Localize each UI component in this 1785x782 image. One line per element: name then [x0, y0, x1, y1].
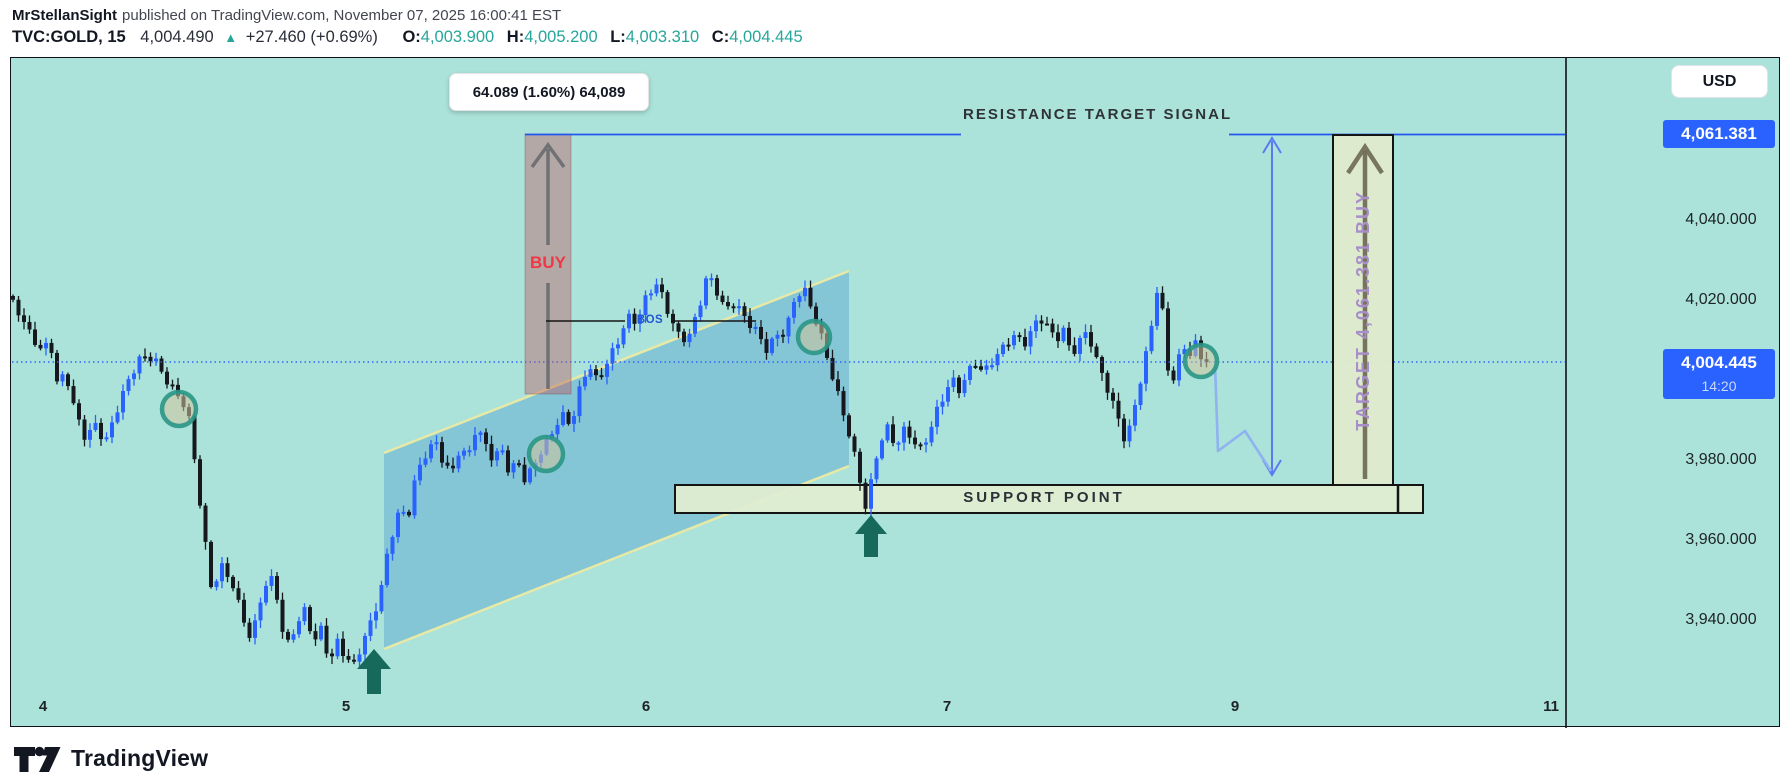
high-label: H: — [506, 28, 525, 46]
byline: MrStellanSight published on TradingView.c… — [12, 7, 561, 24]
close-value: 4,004.445 — [729, 28, 803, 46]
time-axis-tick: 11 — [1543, 698, 1559, 715]
time-axis-tick: 7 — [942, 698, 952, 715]
circle-marker[interactable] — [795, 318, 833, 356]
circle-marker[interactable] — [1182, 342, 1220, 380]
symbol-line: TVC:GOLD, 15 4,004.490 ▲ +27.460 (+0.69%… — [12, 28, 803, 47]
symbol-interval: TVC:GOLD, 15 — [12, 28, 126, 46]
byline-text: published on TradingView.com, November 0… — [122, 7, 562, 24]
green-up-arrow[interactable] — [855, 515, 887, 557]
price-axis-tick: 3,960.000 — [1685, 531, 1757, 548]
target-arrow-head — [1346, 142, 1384, 175]
support-point-label: SUPPORT POINT — [963, 489, 1125, 506]
price-axis-tick: 3,980.000 — [1685, 451, 1757, 468]
forecast-zigzag[interactable] — [1213, 363, 1273, 472]
price-axis-tick: 4,020.000 — [1685, 291, 1757, 308]
resistance-target-signal-label: RESISTANCE TARGET SIGNAL — [963, 106, 1233, 123]
support-zone-box[interactable] — [674, 484, 1424, 514]
green-up-arrow[interactable] — [357, 649, 391, 694]
low-label: L: — [610, 28, 626, 46]
target-buy-vertical-label: TARGET 4,061.381 BUY — [1352, 189, 1373, 431]
high-value: 4,005.200 — [524, 28, 598, 46]
last-price-tag[interactable]: 4,004.445 14:20 — [1663, 349, 1775, 399]
footer: TradingView — [12, 738, 208, 778]
author-name: MrStellanSight — [12, 7, 118, 24]
tradingview-logo-icon[interactable] — [12, 742, 62, 774]
price-change: +27.460 (+0.69%) — [245, 28, 378, 46]
close-label: C: — [711, 28, 730, 46]
circle-marker[interactable] — [159, 389, 199, 429]
chart-canvas[interactable] — [11, 58, 1781, 728]
last-price-value: 4,004.490 — [140, 28, 214, 46]
ascending-channel[interactable] — [384, 271, 849, 649]
measure-tooltip: 64.089 (1.60%) 64,089 — [449, 73, 649, 111]
last-price-tag-value: 4,004.445 — [1681, 353, 1757, 372]
price-axis-tick: 4,040.000 — [1685, 211, 1757, 228]
buy-label: BUY — [530, 253, 566, 272]
time-axis-tick: 9 — [1230, 698, 1240, 715]
time-axis-tick: 4 — [38, 698, 48, 715]
tradingview-logo-text[interactable]: TradingView — [71, 744, 209, 771]
price-axis-tick: 3,940.000 — [1685, 611, 1757, 628]
open-label: O: — [402, 28, 421, 46]
time-axis-tick: 5 — [341, 698, 351, 715]
open-value: 4,003.900 — [420, 28, 495, 46]
currency-button[interactable]: USD — [1671, 65, 1768, 98]
low-value: 4,003.310 — [625, 28, 700, 46]
bar-countdown: 14:20 — [1701, 378, 1737, 394]
target-price-tag[interactable]: 4,061.381 — [1663, 120, 1775, 148]
up-triangle-icon: ▲ — [224, 30, 238, 45]
bos-label: BOS — [636, 314, 664, 326]
signal-arrow-head-up — [1262, 136, 1282, 154]
chart-panel[interactable]: 64.089 (1.60%) 64,089 RESISTANCE TARGET … — [10, 57, 1781, 728]
time-axis-tick: 6 — [641, 698, 651, 715]
circle-marker[interactable] — [526, 434, 566, 474]
buy-arrow-head — [530, 142, 566, 169]
